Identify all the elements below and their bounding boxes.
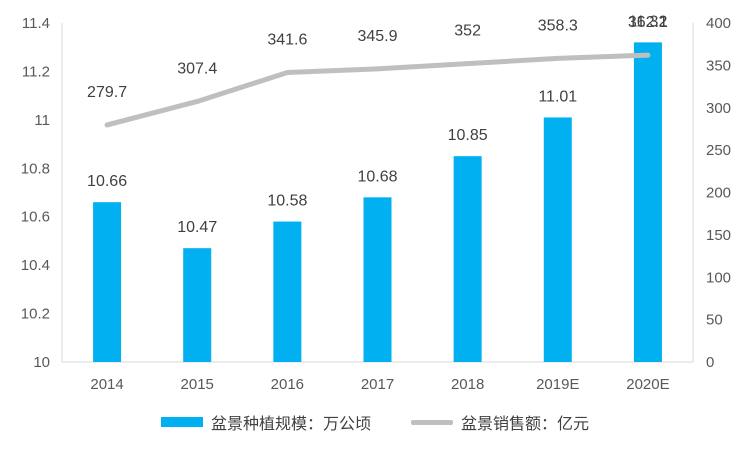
bar-data-label: 11.32 xyxy=(628,13,667,30)
y-right-tick-label: 0 xyxy=(706,354,714,371)
y-right-tick-label: 50 xyxy=(706,312,723,329)
sales-line xyxy=(104,52,651,128)
y-left-tick-label: 10.2 xyxy=(21,306,50,323)
y-right-tick-label: 150 xyxy=(706,227,731,244)
y-right-tick-label: 250 xyxy=(706,142,731,159)
y-left-tick-label: 10.4 xyxy=(21,257,50,274)
y-right-tick-label: 100 xyxy=(706,269,731,286)
line-series xyxy=(104,52,651,128)
bar-data-label: 10.47 xyxy=(177,219,217,236)
x-tick-label: 2020E xyxy=(626,376,669,393)
y-left-tick-label: 11.2 xyxy=(22,63,50,80)
x-tick-label: 2018 xyxy=(451,376,484,393)
bar xyxy=(633,42,662,362)
x-tick-label: 2019E xyxy=(536,376,579,393)
y-left-tick-label: 10.6 xyxy=(21,209,50,226)
line-data-label: 358.3 xyxy=(538,17,578,34)
bar-data-label: 11.01 xyxy=(538,88,577,105)
y-right-tick-label: 200 xyxy=(706,185,731,202)
legend-label-bar: 盆景种植规模：万公顷 xyxy=(210,416,371,433)
legend-item-line: 盆景销售额：亿元 xyxy=(411,410,589,434)
bar-data-label: 10.68 xyxy=(357,168,397,185)
bar xyxy=(93,202,122,362)
y-left-tick-label: 10 xyxy=(33,354,50,371)
line-data-label: 352 xyxy=(454,23,481,40)
legend: 盆景种植规模：万公顷 盆景销售额：亿元 xyxy=(0,405,750,439)
legend-label-line: 盆景销售额：亿元 xyxy=(461,416,590,433)
y-left-tick-label: 11 xyxy=(34,112,50,129)
y-left-tick-label: 11.4 xyxy=(22,15,50,32)
legend-item-bar: 盆景种植规模：万公顷 xyxy=(160,410,371,434)
line-data-label: 362.1 xyxy=(628,14,668,31)
y-left-tick-label: 10.8 xyxy=(21,160,50,177)
x-tick-label: 2016 xyxy=(271,376,304,393)
bar xyxy=(543,117,572,362)
x-tick-label: 2015 xyxy=(181,376,214,393)
bar-series xyxy=(93,42,662,362)
x-tick-label: 2017 xyxy=(361,376,394,393)
y-right-tick-label: 400 xyxy=(706,15,731,32)
line-data-label: 341.6 xyxy=(267,31,307,48)
bar-data-label: 10.66 xyxy=(87,173,127,190)
bar xyxy=(363,197,392,362)
bar xyxy=(273,221,302,362)
line-data-label: 345.9 xyxy=(357,28,397,45)
axes: 10 10.2 10.4 10.6 10.8 11 11.2 11.4 0 50 100 150 200… xyxy=(21,15,731,393)
bar xyxy=(183,248,212,362)
bar-data-label: 10.58 xyxy=(267,193,307,210)
combo-chart: 10 10.2 10.4 10.6 10.8 11 11.2 11.4 0 50 100 150 200… xyxy=(21,13,731,393)
line-data-label: 307.4 xyxy=(177,60,217,77)
data-labels: 10.66 10.47 10.58 10.68 10.85 11.01 11.32 279.7… xyxy=(87,13,668,236)
legend-swatch-line xyxy=(411,419,453,425)
y-right-tick-label: 350 xyxy=(706,57,731,74)
line-data-label: 279.7 xyxy=(87,84,127,101)
y-right-tick-label: 300 xyxy=(706,100,731,117)
bar-data-label: 10.85 xyxy=(448,127,488,144)
bar xyxy=(453,156,482,362)
legend-swatch-bar xyxy=(160,417,203,427)
x-tick-label: 2014 xyxy=(90,376,123,393)
